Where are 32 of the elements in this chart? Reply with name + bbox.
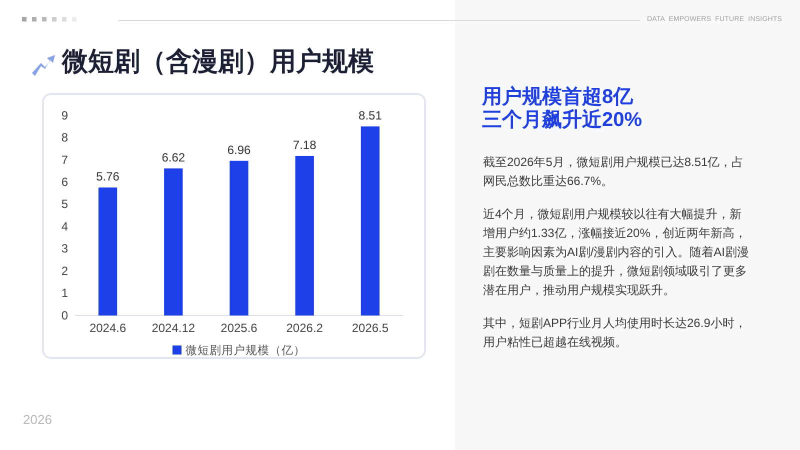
y-tick-label: 2 [61,264,68,278]
x-tick-label: 2024.12 [152,321,196,336]
bar [230,160,248,316]
data-label: 6.62 [162,150,186,164]
text: 用户规模首超8亿三个月飙升近20% [482,86,644,132]
text: 近4个月，微短剧用户规模较以往有大幅提升，新增用户约1.33亿，涨幅接近20%，创近两年新高，主要影响因素为AI剧/漫剧内容的引入。随着AI剧漫剧在数量与质量上的提升，微短剧领域吸引了更多潜在用户，推动用户规模实现跃升。 [483,206,750,299]
bar [164,168,183,316]
chart-title: 微短剧（含漫剧）用户规模 [62,45,374,78]
bar [295,156,314,316]
text: 其中，短剧APP行业月人均使用时长达26.9小时，用户粘性已超越在线视频。 [483,315,748,351]
legend-label: 微短剧用户规模（亿） [186,343,306,357]
data-label: 6.96 [227,142,251,157]
y-tick-label: 4 [61,219,68,234]
y-tick-label: 6 [61,175,68,190]
bar [98,188,118,316]
text: 2026 [23,412,52,428]
y-tick-label: 5 [61,197,68,212]
x-tick-label: 2025.6 [220,321,258,336]
y-tick-label: 1 [61,286,68,300]
y-tick-label: 3 [61,242,68,256]
x-tick-label: 2024.6 [89,321,126,336]
x-tick-label: 2026.2 [286,321,324,336]
x-tick-label: 2026.5 [352,321,389,336]
y-tick-label: 0 [61,308,68,322]
data-label: 7.18 [292,138,317,152]
y-tick-label: 9 [61,108,68,122]
data-label: 8.51 [358,108,382,122]
y-tick-label: 7 [61,152,68,167]
bar [360,126,380,316]
y-tick-label: 8 [61,130,68,145]
data-label: 5.76 [96,170,120,184]
text: 截至2026年5月，微短剧用户规模已达8.51亿，占网民总数比重达66.7%。 [483,154,745,190]
